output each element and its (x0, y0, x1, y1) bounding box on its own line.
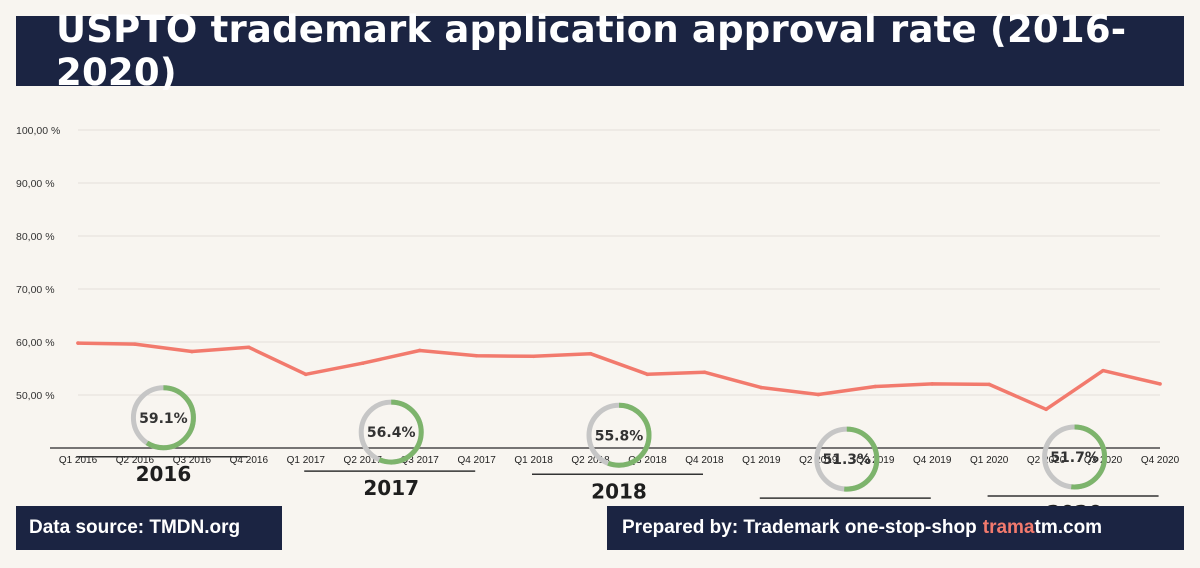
data-point (702, 370, 707, 375)
data-point (247, 345, 251, 350)
annual-rate-label: 56.4% (367, 425, 416, 441)
annual-rate-label: 59.1% (139, 411, 188, 427)
y-tick-label: 100,00 % (16, 125, 60, 137)
data-point (531, 354, 536, 359)
annual-ring-fill (586, 402, 652, 468)
x-tick-label: Q4 2017 (457, 455, 496, 466)
x-tick-label: Q4 2016 (230, 455, 269, 466)
data-point (360, 361, 365, 366)
prepared-by-text: Prepared by: Trademark one-stop-shop (622, 517, 977, 538)
x-tick-label: Q4 2020 (1141, 455, 1180, 466)
x-tick-label: Q1 2019 (742, 455, 781, 466)
annual-year-label: 2017 (363, 476, 419, 500)
data-point (133, 342, 137, 346)
x-tick-label: Q3 2016 (173, 455, 212, 466)
x-tick-label: Q2 2018 (571, 455, 610, 466)
annual-ring-fill (814, 426, 880, 492)
data-point (190, 349, 194, 354)
data-point (417, 348, 422, 353)
annual-year-label: 2018 (591, 479, 647, 503)
data-point (1158, 382, 1162, 386)
y-tick-label: 90,00 % (16, 178, 55, 190)
data-point (873, 384, 878, 389)
page-title: USPTO trademark application approval rat… (56, 8, 1127, 94)
x-tick-label: Q1 2020 (970, 455, 1009, 466)
annual-ring-fill (130, 385, 196, 451)
x-tick-label: Q1 2016 (59, 455, 98, 466)
annual-rate-label: 51.3% (823, 452, 872, 468)
data-point (303, 372, 308, 377)
data-point (588, 351, 593, 356)
annual-rate-label: 51.7% (1050, 450, 1099, 466)
data-point (930, 382, 935, 386)
data-point (645, 372, 650, 377)
y-tick-label: 70,00 % (16, 284, 55, 296)
y-tick-label: 80,00 % (16, 231, 55, 243)
prepared-by-box: Prepared by: Trademark one-stop-shop tra… (607, 506, 1184, 550)
series-line (76, 341, 1162, 412)
x-tick-label: Q3 2018 (628, 455, 667, 466)
x-tick-label: Q3 2017 (400, 455, 439, 466)
data-point (76, 341, 80, 345)
y-tick-label: 50,00 % (16, 390, 55, 402)
data-source-box: Data source: TMDN.org (16, 506, 282, 550)
x-tick-label: Q4 2018 (685, 455, 724, 466)
annual-year-label: 2016 (136, 462, 192, 486)
title-banner: USPTO trademark application approval rat… (16, 8, 1184, 94)
data-point (474, 353, 479, 358)
annual-ring-fill (358, 399, 424, 465)
data-point (987, 382, 991, 387)
x-tick-label: Q2 2017 (344, 455, 383, 466)
annual-rate-label: 55.8% (595, 428, 644, 444)
data-point (816, 392, 821, 397)
y-tick-label: 60,00 % (16, 337, 55, 349)
annual-ring-fill (1042, 424, 1108, 490)
data-point (759, 385, 764, 390)
data-source-text: Data source: TMDN.org (29, 517, 241, 538)
brand-name-part2[interactable]: tm.com (1034, 517, 1103, 538)
data-point (1101, 368, 1105, 373)
x-tick-label: Q1 2017 (287, 455, 326, 466)
x-tick-label: Q1 2018 (514, 455, 553, 466)
x-tick-label: Q2 2016 (116, 455, 155, 466)
data-point (1044, 407, 1048, 412)
x-tick-label: Q4 2019 (913, 455, 952, 466)
brand-name-part1[interactable]: trama (982, 517, 1035, 538)
